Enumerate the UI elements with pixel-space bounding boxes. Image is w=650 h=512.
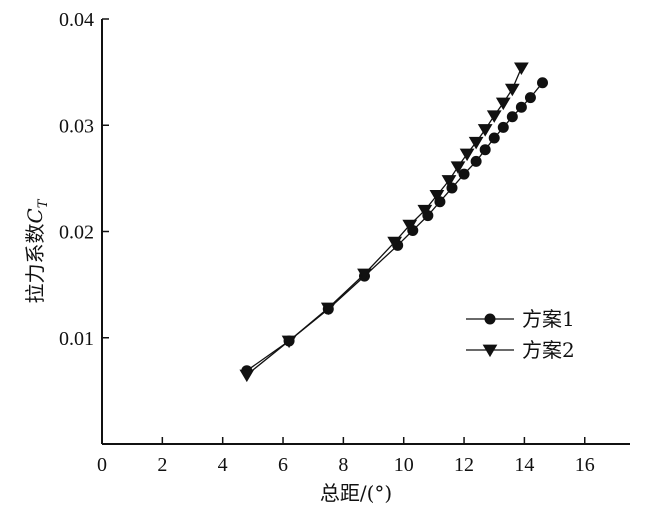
x-tick-label: 12 xyxy=(454,454,474,476)
series-layer xyxy=(239,62,549,383)
x-tick-label: 16 xyxy=(575,454,595,476)
legend-entry: 方案2 xyxy=(466,338,575,362)
triangle-point xyxy=(514,62,529,76)
series-line xyxy=(246,67,522,376)
triangle-point xyxy=(486,110,502,123)
triangle-point xyxy=(459,148,475,162)
circle-point xyxy=(470,155,482,167)
y-axis-title-text: 拉力系数CT xyxy=(23,198,51,303)
circle-point xyxy=(479,144,491,156)
circle-point xyxy=(497,121,509,133)
axis-titles: 总距/(°) 拉力系数CT xyxy=(23,198,392,505)
circle-point xyxy=(506,111,518,123)
legend-label: 方案2 xyxy=(522,338,575,362)
y-tick-label: 0.01 xyxy=(59,328,94,350)
x-tick-label: 4 xyxy=(218,454,228,476)
circle-point xyxy=(488,132,500,144)
y-axis-title: 拉力系数CT xyxy=(23,198,51,303)
x-axis-title: 总距/(°) xyxy=(320,481,392,505)
x-tick-label: 8 xyxy=(338,454,348,476)
axes-frame xyxy=(101,19,630,445)
y-tick-label: 0.04 xyxy=(59,9,94,31)
triangle-point xyxy=(387,236,403,250)
y-tick-label: 0.02 xyxy=(59,222,94,244)
y-tick-label: 0.03 xyxy=(59,115,94,137)
circle-point xyxy=(515,101,527,113)
legend-entry: 方案1 xyxy=(466,307,575,331)
triangle-point xyxy=(441,175,457,188)
triangle-point xyxy=(429,190,445,203)
y-axis-title-label: 拉力系数 xyxy=(23,223,47,303)
x-tick-label: 0 xyxy=(97,454,107,476)
circle-point xyxy=(537,77,549,89)
series-2 xyxy=(239,62,529,383)
y-axis-title-subscript: T xyxy=(36,198,51,208)
triangle-point xyxy=(402,219,418,233)
triangle-point xyxy=(357,268,372,282)
y-axis-title-symbol: C xyxy=(23,208,47,223)
legend-marker xyxy=(482,344,498,358)
tick-layer: 0 2 4 6 8 10 12 14 16 0.01 0.02 0.03 0.04 xyxy=(59,9,595,476)
x-tick-label: 14 xyxy=(514,454,534,476)
triangle-point xyxy=(477,124,493,137)
triangle-point xyxy=(504,83,520,97)
triangle-point xyxy=(495,97,511,111)
circle-point xyxy=(458,168,470,180)
circle-point xyxy=(524,92,536,104)
legend-label: 方案1 xyxy=(522,307,575,331)
triangle-point xyxy=(281,335,297,349)
series-1 xyxy=(241,77,549,377)
x-tick-label: 6 xyxy=(278,454,288,476)
triangle-point xyxy=(239,369,255,383)
x-tick-label: 2 xyxy=(157,454,167,476)
triangle-point xyxy=(450,161,466,174)
legend-marker xyxy=(484,313,496,325)
triangle-point xyxy=(468,136,484,150)
triangle-point xyxy=(320,302,336,316)
triangle-point xyxy=(417,204,433,218)
x-tick-label: 10 xyxy=(394,454,414,476)
